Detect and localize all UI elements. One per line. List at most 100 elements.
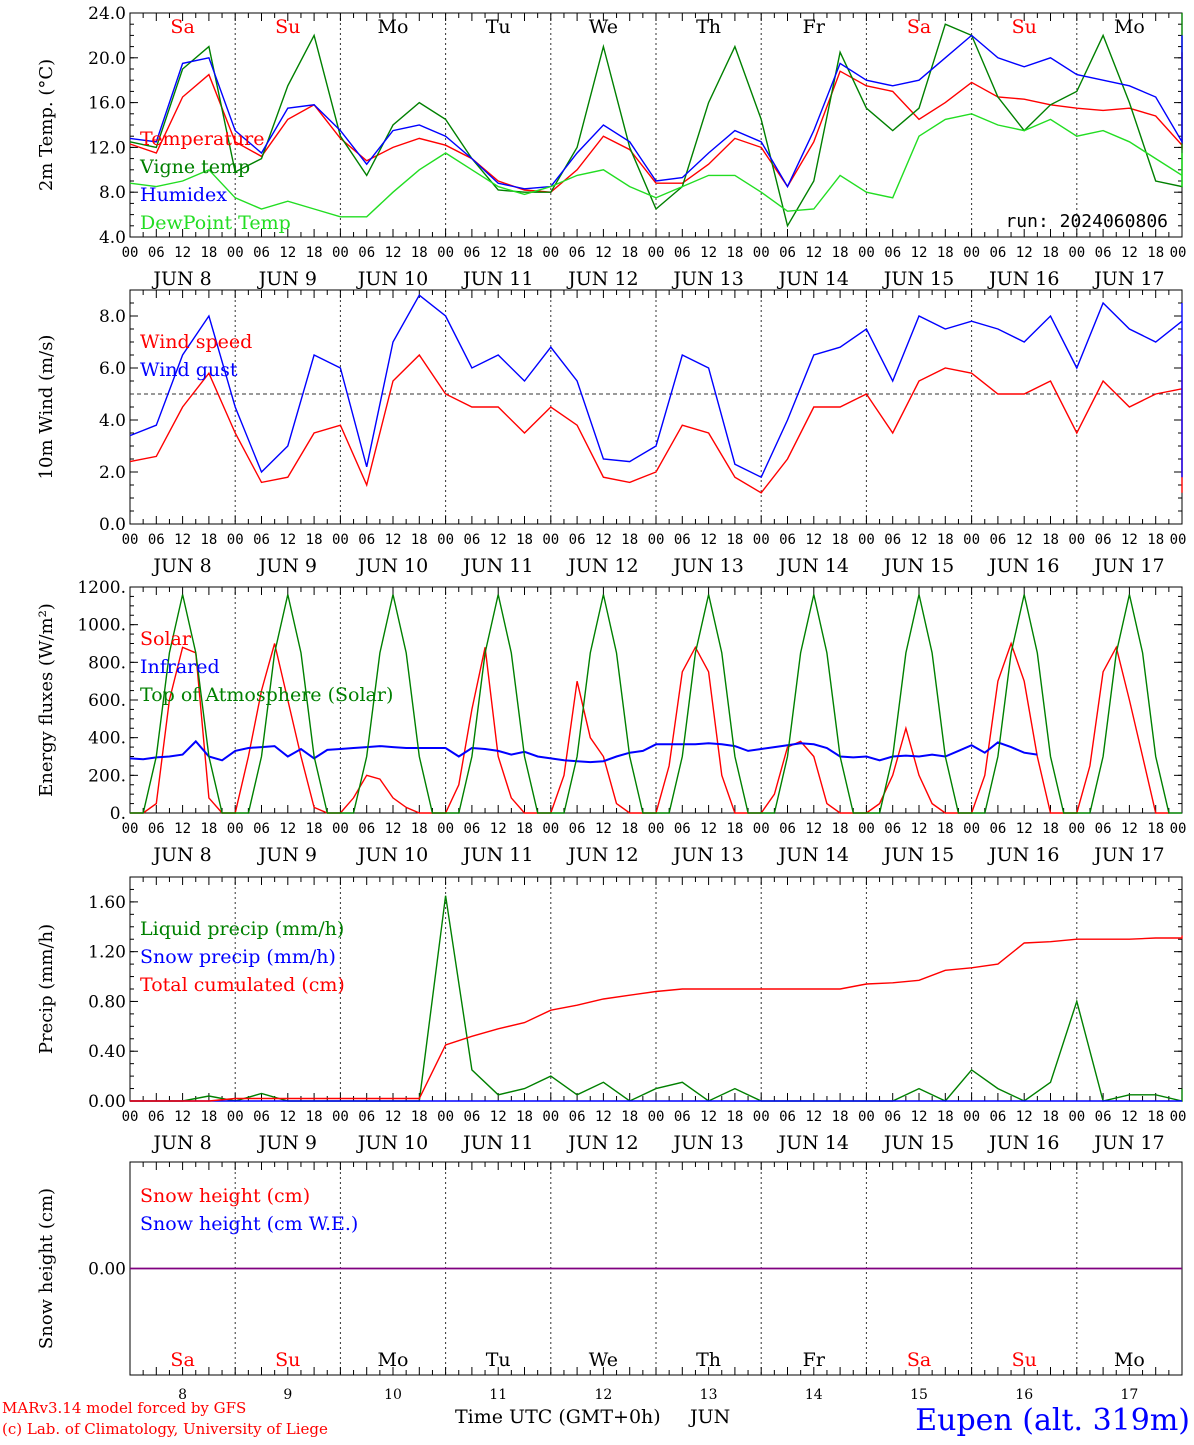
series-line-lightgreen — [129, 113, 1183, 218]
hour-label: 06 — [569, 245, 586, 261]
y-tick-label: 6.0 — [99, 359, 126, 379]
date-label: JUN 16 — [987, 1132, 1059, 1154]
date-label: JUN 16 — [987, 268, 1059, 290]
hour-label: 00 — [437, 532, 454, 548]
day-abbr: Sa — [170, 1349, 194, 1371]
date-label: JUN 13 — [671, 1132, 743, 1154]
hour-label: 12 — [490, 532, 507, 548]
hour-label: 12 — [385, 821, 402, 837]
hour-label: 12 — [805, 245, 822, 261]
hour-label: 00 — [753, 532, 770, 548]
y-tick-label: 20.0 — [88, 49, 126, 69]
hour-label: 06 — [569, 532, 586, 548]
date-label: JUN 14 — [777, 844, 849, 866]
hour-label: 18 — [621, 532, 638, 548]
hour-label: 12 — [490, 821, 507, 837]
hour-label: 12 — [385, 532, 402, 548]
location-title: Eupen (alt. 319m) — [915, 1403, 1190, 1438]
x-axis-month: JUN — [688, 1406, 730, 1428]
day-abbr: Su — [275, 16, 300, 38]
hour-label: 12 — [595, 821, 612, 837]
series-line-green — [130, 594, 1182, 814]
series-line-red — [130, 935, 1183, 1102]
hour-label: 00 — [437, 245, 454, 261]
y-tick-label: 200. — [88, 766, 126, 786]
hour-label: 18 — [1042, 245, 1059, 261]
hour-label: 18 — [621, 821, 638, 837]
hour-label: 00 — [1068, 532, 1085, 548]
hour-label: 00 — [858, 532, 875, 548]
hour-label: 00 — [542, 245, 559, 261]
date-label: JUN 10 — [356, 268, 428, 290]
hour-label: 12 — [279, 532, 296, 548]
y-tick-label: 4.0 — [99, 228, 126, 248]
day-abbr: Tu — [486, 1349, 511, 1371]
day-number: 15 — [910, 1387, 928, 1403]
hour-label: 18 — [832, 821, 849, 837]
hour-label: 18 — [200, 1109, 217, 1125]
hour-label: 18 — [306, 532, 323, 548]
hour-label: 12 — [1121, 245, 1138, 261]
legend-entry: Solar — [140, 628, 192, 650]
hour-label: 18 — [1042, 1109, 1059, 1125]
hour-label: 18 — [1147, 821, 1164, 837]
y-tick-label: 8.0 — [99, 183, 126, 203]
hour-label: 06 — [989, 821, 1006, 837]
date-label: JUN 17 — [1092, 1132, 1164, 1154]
hour-label: 18 — [726, 1109, 743, 1125]
legend-entry: Snow height (cm W.E.) — [140, 1213, 358, 1235]
hour-label: 00 — [963, 532, 980, 548]
hour-label: 00 — [542, 532, 559, 548]
hour-label: 12 — [805, 1109, 822, 1125]
hour-label: 00 — [648, 821, 665, 837]
hour-label: 00 — [858, 245, 875, 261]
hour-label: 18 — [306, 245, 323, 261]
date-label: JUN 8 — [151, 844, 211, 866]
hour-label: 18 — [937, 532, 954, 548]
y-tick-label: 8.0 — [99, 307, 126, 327]
hour-label: 06 — [884, 1109, 901, 1125]
day-abbr: Mo — [378, 16, 409, 38]
date-label: JUN 11 — [461, 1132, 533, 1154]
footer-model: MARv3.14 model forced by GFS — [2, 1399, 246, 1417]
hour-label: 00 — [858, 1109, 875, 1125]
date-label: JUN 12 — [566, 555, 638, 577]
hour-label: 00 — [437, 821, 454, 837]
hour-label: 06 — [674, 245, 691, 261]
hour-label: 00 — [648, 245, 665, 261]
hour-label: 12 — [1121, 532, 1138, 548]
run-annotation: run: 2024060806 — [1005, 211, 1168, 232]
hour-label: 00 — [332, 821, 349, 837]
day-abbr: We — [589, 16, 618, 38]
legend-entry: Temperature — [140, 128, 264, 150]
hour-label: 00 — [227, 245, 244, 261]
hour-label: 18 — [516, 1109, 533, 1125]
hour-label: 00 — [332, 532, 349, 548]
y-tick-label: 16.0 — [88, 94, 126, 114]
legend-entry: Wind speed — [140, 331, 252, 353]
day-abbr: Mo — [1114, 1349, 1145, 1371]
day-abbr: Tu — [486, 16, 511, 38]
hour-label: 06 — [148, 1109, 165, 1125]
hour-label: 12 — [911, 532, 928, 548]
hour-label: 12 — [700, 821, 717, 837]
hour-label: 12 — [911, 1109, 928, 1125]
y-tick-label: 600. — [88, 691, 126, 711]
hour-label: 00 — [753, 1109, 770, 1125]
date-label: JUN 15 — [882, 268, 954, 290]
hour-label: 06 — [779, 821, 796, 837]
y-axis-label: 10m Wind (m/s) — [36, 335, 57, 480]
hour-label: 12 — [911, 821, 928, 837]
day-abbr: Sa — [907, 1349, 931, 1371]
hour-label: 12 — [174, 1109, 191, 1125]
hour-label: 06 — [463, 532, 480, 548]
hour-label: 18 — [516, 532, 533, 548]
hour-label: 06 — [253, 245, 270, 261]
y-tick-label: 0.40 — [88, 1042, 126, 1062]
hour-label: 00 — [963, 821, 980, 837]
hour-label: 06 — [1095, 245, 1112, 261]
panel-precip: 0.00 0.40 0.80 1.20 1.60 Precip (mm/h) Liquid … — [36, 876, 1186, 1154]
y-tick-label: 1200. — [77, 578, 126, 598]
date-label: JUN 9 — [257, 555, 317, 577]
y-axis-label: Energy fluxes (W/m²) — [36, 603, 57, 797]
